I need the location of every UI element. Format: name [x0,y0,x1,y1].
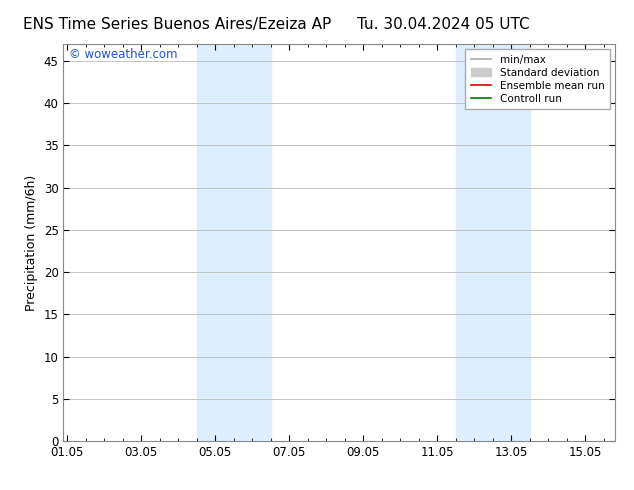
Bar [493,44,530,441]
Bar [234,44,271,441]
Legend: min/max, Standard deviation, Ensemble mean run, Controll run: min/max, Standard deviation, Ensemble me… [465,49,610,109]
Text: ENS Time Series Buenos Aires/Ezeiza AP: ENS Time Series Buenos Aires/Ezeiza AP [23,17,332,32]
Y-axis label: Precipitation (mm/6h): Precipitation (mm/6h) [25,174,38,311]
Text: © woweather.com: © woweather.com [69,48,178,61]
Bar [197,44,234,441]
Text: Tu. 30.04.2024 05 UTC: Tu. 30.04.2024 05 UTC [358,17,530,32]
Bar [456,44,493,441]
